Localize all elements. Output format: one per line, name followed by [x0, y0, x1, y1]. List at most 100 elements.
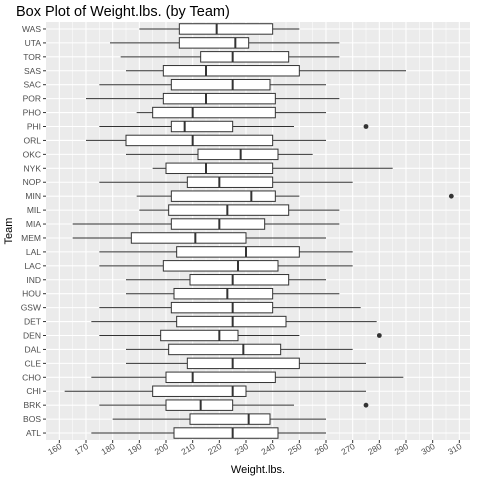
box-was: [139, 23, 300, 35]
box-iqr: [186, 357, 300, 370]
y-tick-label: DEN: [23, 331, 41, 341]
box-iqr: [176, 246, 300, 258]
y-tick-label: LAL: [26, 247, 41, 257]
box-iqr: [178, 23, 274, 35]
box-iqr: [173, 427, 279, 439]
y-tick-label: NOP: [23, 177, 42, 187]
y-tick-label: MIN: [25, 191, 41, 201]
box-iqr: [170, 78, 271, 91]
box-por: [86, 92, 340, 105]
box-mia: [72, 218, 340, 230]
box-pho: [136, 106, 326, 119]
y-tick-label: MIA: [26, 219, 41, 229]
x-axis-ticks: 160 170 180 190 200 210 220 230 240 250 260 270 280 2…: [46, 440, 464, 457]
x-tick-label: 270: [339, 441, 357, 457]
x-tick-label: 290: [393, 441, 411, 457]
y-tick-label: ORL: [24, 135, 42, 145]
x-tick-label: 300: [419, 441, 437, 457]
box-bos: [112, 413, 326, 425]
box-gsw: [99, 301, 361, 314]
x-tick-label: 310: [446, 441, 464, 457]
box-cle: [126, 357, 366, 370]
y-tick-label: GSW: [21, 303, 41, 313]
outlier-point: [363, 402, 369, 408]
y-tick-label: LAC: [24, 261, 41, 271]
box-dal: [126, 343, 353, 356]
y-tick-label: UTA: [25, 38, 42, 48]
box-sas: [126, 65, 406, 77]
box-iqr: [197, 148, 279, 161]
box-iqr: [130, 232, 247, 244]
box-iqr: [165, 399, 234, 411]
box-iqr: [152, 106, 276, 119]
y-tick-label: NYK: [24, 163, 42, 173]
y-tick-label: BOS: [23, 414, 41, 424]
box-iqr: [170, 218, 266, 230]
box-iqr: [168, 204, 290, 216]
x-tick-label: 180: [99, 441, 117, 457]
box-lac: [99, 260, 353, 272]
y-axis-title: Team: [3, 218, 15, 245]
box-orl: [86, 134, 326, 147]
y-tick-label: OKC: [23, 149, 41, 159]
box-iqr: [176, 315, 287, 328]
box-series: [64, 23, 454, 439]
box-okc: [126, 148, 313, 161]
minor-gridlines: [72, 22, 447, 440]
box-iqr: [160, 329, 239, 342]
box-cho: [91, 371, 404, 384]
x-tick-label: 250: [286, 441, 304, 457]
box-iqr: [162, 260, 279, 272]
x-tick-label: 240: [259, 441, 277, 457]
box-iqr: [186, 176, 274, 188]
box-chi: [64, 385, 366, 397]
x-tick-label: 220: [206, 441, 224, 457]
box-det: [91, 315, 377, 328]
box-mil: [139, 204, 340, 216]
box-iqr: [170, 301, 274, 314]
y-tick-label: SAS: [24, 66, 41, 76]
y-tick-label: DAL: [24, 344, 41, 354]
y-tick-label: TOR: [23, 52, 41, 62]
x-tick-label: 160: [46, 441, 64, 457]
outlier-point: [363, 124, 369, 129]
y-tick-label: WAS: [22, 24, 41, 34]
box-nyk: [152, 162, 393, 175]
box-iqr: [165, 162, 274, 175]
box-phi: [99, 120, 369, 133]
box-nop: [99, 176, 353, 188]
y-tick-label: SAC: [24, 80, 41, 90]
x-axis-title: Weight.lbs.: [231, 464, 285, 476]
y-tick-label: PHI: [27, 122, 41, 132]
y-tick-label: DET: [24, 317, 41, 327]
box-iqr: [168, 343, 282, 356]
box-iqr: [170, 190, 276, 202]
box-iqr: [125, 134, 274, 147]
y-tick-label: HOU: [22, 289, 41, 299]
box-iqr: [152, 385, 247, 397]
box-iqr: [173, 287, 274, 300]
y-tick-label: CHI: [26, 386, 41, 396]
y-tick-label: IND: [26, 275, 41, 285]
x-tick-label: 280: [366, 441, 384, 457]
box-sac: [99, 78, 326, 91]
y-tick-label: MEM: [21, 233, 41, 243]
y-tick-label: CHO: [22, 372, 41, 382]
box-iqr: [189, 274, 290, 286]
box-ind: [126, 274, 326, 286]
box-brk: [99, 399, 369, 411]
box-iqr: [162, 65, 300, 77]
box-iqr: [165, 371, 276, 384]
y-tick-label: BRK: [24, 400, 42, 410]
box-iqr: [189, 413, 271, 425]
y-tick-label: MIL: [27, 205, 41, 215]
outlier-point: [448, 193, 454, 199]
y-tick-label: CLE: [24, 358, 41, 368]
y-tick-label: ATL: [26, 428, 41, 438]
box-tor: [120, 51, 340, 63]
chart-title: Box Plot of Weight.lbs. (by Team): [16, 4, 230, 20]
box-hou: [126, 287, 340, 300]
x-tick-label: 200: [153, 441, 171, 457]
box-iqr: [162, 92, 276, 105]
